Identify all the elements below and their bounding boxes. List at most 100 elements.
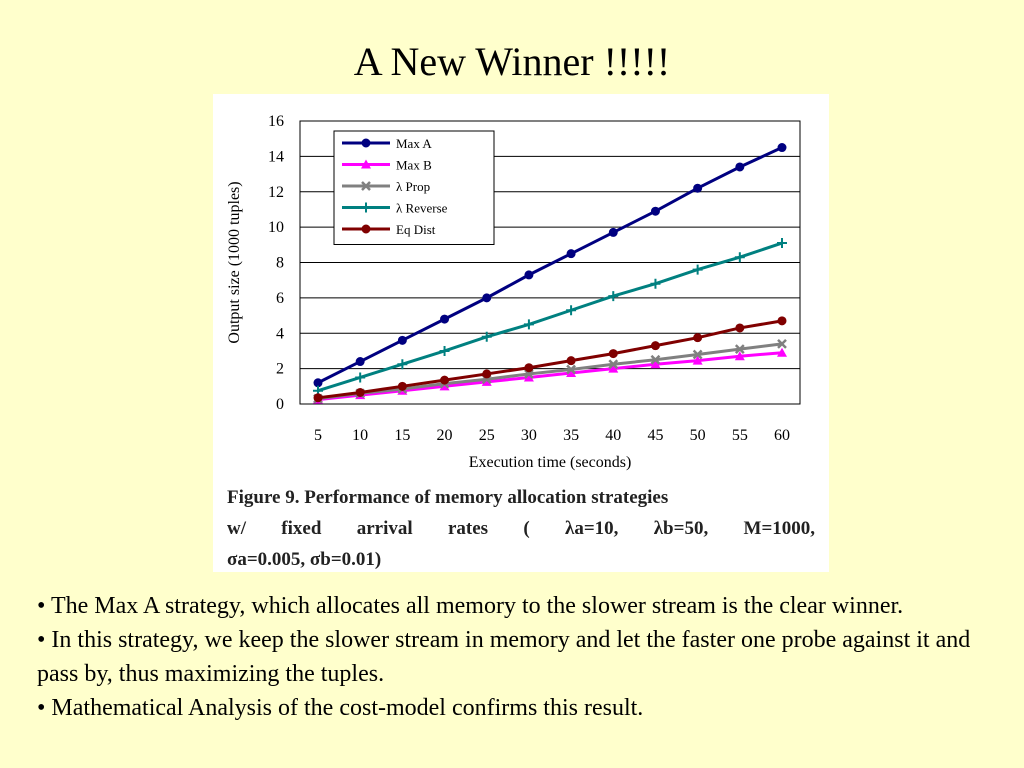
bullet-item: • Mathematical Analysis of the cost-mode…: [37, 695, 644, 721]
y-tick-label: 6: [276, 290, 284, 307]
x-tick-label: 50: [690, 427, 706, 444]
figure-caption: Figure 9. Performance of memory allocati…: [227, 482, 815, 575]
legend-label: Max B: [396, 158, 432, 173]
x-tick-label: 25: [479, 427, 495, 444]
x-tick-label: 10: [352, 427, 368, 444]
y-tick-label: 8: [276, 255, 284, 272]
data-point: [523, 319, 534, 330]
data-point: [397, 335, 407, 345]
data-point: [693, 333, 703, 343]
data-point: [735, 162, 745, 172]
series-line: [317, 342, 783, 401]
caption-lambda-a: λa=10,: [564, 518, 619, 539]
data-point: [440, 314, 450, 324]
series-line: [317, 146, 783, 385]
legend-marker: [361, 159, 371, 169]
data-point: [650, 206, 660, 216]
y-tick-label: 0: [276, 396, 284, 413]
y-axis-label: Output size (1000 tuples): [226, 181, 243, 343]
x-tick-label: 30: [521, 427, 537, 444]
x-axis-label: Execution time (seconds): [469, 454, 632, 471]
bullet-item: • In this strategy, we keep the slower s…: [37, 627, 971, 687]
data-point: [734, 344, 745, 355]
legend-marker: [361, 138, 371, 148]
legend-label: Eq Dist: [396, 222, 436, 237]
x-tick-label: 15: [394, 427, 410, 444]
data-point: [692, 355, 703, 365]
data-point: [439, 381, 450, 391]
data-point: [692, 349, 703, 360]
x-tick-label: 40: [605, 427, 621, 444]
caption-m: M=1000,: [743, 518, 816, 539]
y-tick-label: 4: [276, 325, 284, 342]
data-point: [650, 359, 661, 369]
data-point: [355, 388, 365, 398]
data-point: [397, 359, 408, 370]
data-point: [355, 357, 365, 367]
figure: 0 2 4 6 8 10 12 14 16 5 10 15 20 25 30 35 40 45 50 55 60 Exec…: [213, 94, 829, 572]
data-point: [734, 351, 745, 361]
x-tick-label: 55: [732, 427, 748, 444]
caption-line-1: Figure 9. Performance of memory allocati…: [227, 487, 669, 508]
data-point: [566, 368, 577, 378]
data-point: [524, 363, 534, 373]
data-point: [523, 372, 534, 382]
data-point: [397, 381, 407, 391]
data-point: [481, 331, 492, 342]
y-tick-label: 10: [268, 219, 284, 236]
data-point: [313, 378, 323, 388]
x-tick-label: 5: [314, 427, 322, 444]
y-tick-label: 12: [268, 184, 284, 201]
data-point: [777, 143, 787, 153]
y-tick-label: 2: [276, 361, 284, 378]
x-tick-label: 60: [774, 427, 790, 444]
data-point: [355, 372, 366, 383]
legend-label: λ Prop: [396, 179, 430, 194]
data-point: [566, 364, 576, 375]
slide-title: A New Winner !!!!!: [353, 39, 671, 84]
caption-line-2: w/ fixed arrival rates ( λa=10, λb=50, M…: [227, 513, 815, 544]
series-line: [317, 241, 783, 393]
data-point: [650, 278, 661, 289]
data-point: [482, 293, 492, 303]
x-tick-label: 45: [647, 427, 663, 444]
data-point: [608, 363, 619, 373]
legend-label: λ Reverse: [396, 201, 448, 216]
data-point: [440, 375, 450, 385]
data-point: [439, 345, 450, 356]
data-point: [524, 270, 534, 280]
data-point: [777, 338, 787, 349]
data-point: [608, 359, 619, 370]
legend-marker: [361, 202, 371, 213]
series-line: [317, 319, 783, 400]
bullet-list: • The Max A strategy, which allocates al…: [37, 589, 997, 725]
data-point: [777, 238, 787, 249]
x-tick-label: 20: [437, 427, 453, 444]
y-tick-label: 14: [268, 148, 284, 165]
data-point: [566, 356, 576, 366]
legend-marker: [361, 181, 371, 191]
data-point: [734, 252, 745, 263]
data-point: [608, 227, 618, 237]
data-point: [566, 249, 576, 259]
caption-prefix: w/ fixed arrival rates (: [227, 518, 530, 539]
data-point: [735, 323, 745, 333]
data-point: [692, 264, 703, 275]
caption-lambda-b: λb=50,: [653, 518, 709, 539]
data-point: [693, 183, 703, 193]
y-tick-label: 16: [268, 113, 284, 130]
legend-marker: [361, 224, 371, 234]
line-chart: 0 2 4 6 8 10 12 14 16 5 10 15 20 25 30 35 40 45 50 55 60 Exec…: [226, 113, 801, 471]
legend-label: Max A: [396, 136, 432, 151]
data-point: [313, 393, 323, 403]
series-line: [317, 351, 783, 402]
data-point: [566, 305, 577, 316]
data-point: [777, 316, 787, 326]
legend-box: [333, 130, 495, 245]
data-point: [482, 369, 492, 379]
data-point: [650, 341, 660, 351]
data-point: [777, 347, 787, 357]
data-point: [608, 349, 618, 359]
bullet-item: • The Max A strategy, which allocates al…: [37, 593, 904, 619]
data-point: [650, 354, 661, 365]
